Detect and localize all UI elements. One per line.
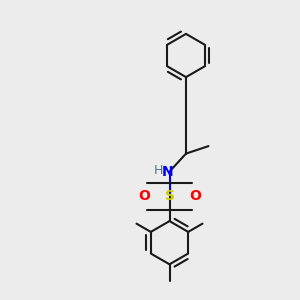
Text: H: H xyxy=(153,164,163,177)
Text: N: N xyxy=(162,165,174,178)
Text: O: O xyxy=(189,189,201,203)
Text: S: S xyxy=(164,189,175,203)
Text: O: O xyxy=(138,189,150,203)
